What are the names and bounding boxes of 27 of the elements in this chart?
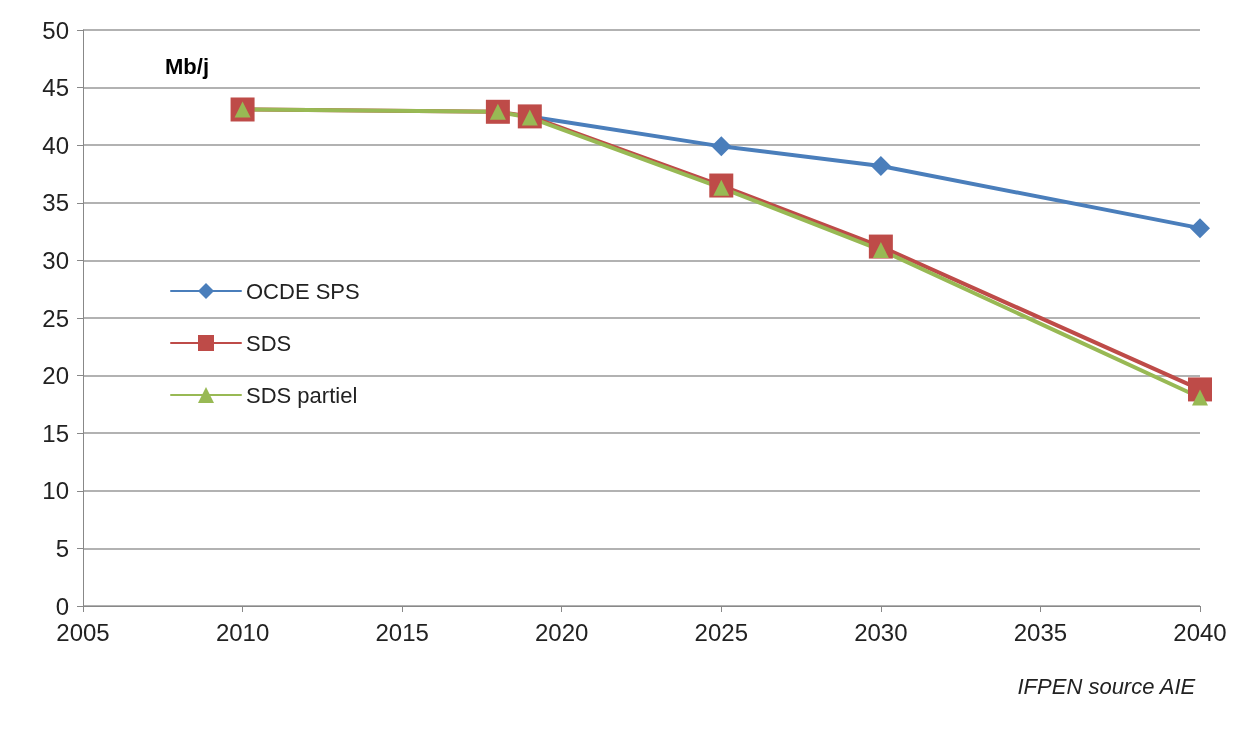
text: IFPEN source AIE <box>1017 673 1196 699</box>
y-tick-label: 35 <box>42 189 69 217</box>
y-tick-label: 10 <box>42 477 69 505</box>
x-tick-label: 2025 <box>694 618 748 646</box>
legend-label: OCDE SPS <box>246 278 360 304</box>
y-tick-label: 25 <box>42 304 69 332</box>
y-tick-label: 40 <box>42 131 69 159</box>
y-tick-label: 30 <box>42 246 69 274</box>
point <box>870 155 891 176</box>
x-tick-label: 2030 <box>854 618 908 646</box>
y-tick-label: 20 <box>42 362 69 390</box>
x-tick-label: 2040 <box>1173 618 1227 646</box>
x-tick-label: 2010 <box>215 618 270 646</box>
y-tick-label: 15 <box>42 419 69 447</box>
x-tick-label: 2035 <box>1013 618 1068 646</box>
x-tick-label: 2020 <box>535 618 589 646</box>
legend-label: SDS partiel <box>246 382 358 408</box>
y-axis-title: Mb/j <box>165 53 209 79</box>
y-tick-label: 0 <box>55 592 69 620</box>
y-tick-label: 50 <box>42 16 69 44</box>
point <box>711 136 732 157</box>
x-tick-label: 2005 <box>56 618 110 646</box>
y-tick-label: 5 <box>55 534 69 562</box>
legend-label: SDS <box>246 330 292 356</box>
point <box>1190 218 1210 239</box>
x-tick-label: 2015 <box>375 618 429 646</box>
y-tick-label: 45 <box>42 74 69 102</box>
